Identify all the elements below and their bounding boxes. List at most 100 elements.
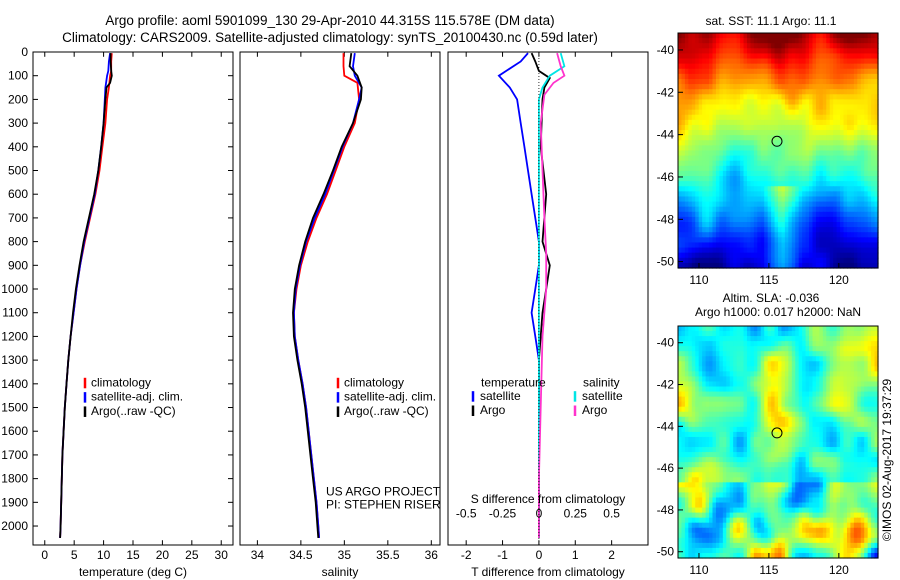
heatmap-cell [846, 462, 852, 468]
heatmap-cell [853, 447, 858, 453]
heatmap-cell [684, 104, 689, 111]
heatmap-cell [764, 386, 769, 393]
heatmap-cell [795, 114, 800, 121]
heatmap-cell [705, 114, 710, 121]
heatmap-cell [809, 68, 814, 75]
heatmap-cell [733, 135, 738, 141]
heatmap-cell [798, 426, 803, 433]
heatmap-cell [805, 176, 810, 182]
heatmap-cell [726, 181, 731, 187]
heatmap-cell [781, 351, 786, 357]
heatmap-cell [819, 326, 824, 332]
heatmap-cell [805, 467, 810, 473]
heatmap-cell [705, 391, 710, 398]
heatmap-cell [833, 326, 838, 332]
heatmap-cell [715, 170, 720, 177]
heatmap-cell [791, 442, 796, 448]
heatmap-cell [695, 43, 700, 49]
heatmap-cell [812, 38, 817, 44]
heatmap-cell [750, 222, 755, 228]
heatmap-cell [729, 124, 734, 131]
heatmap-cell [871, 181, 876, 187]
heatmap-cell [740, 351, 745, 357]
heatmap-cell [750, 442, 755, 448]
heatmap-cell [874, 165, 879, 172]
heatmap-cell [743, 386, 748, 393]
heatmap-cell [843, 227, 848, 233]
heatmap-cell [764, 326, 769, 332]
heatmap-cell [846, 33, 852, 39]
heatmap-cell [722, 206, 727, 213]
heatmap-cell [867, 124, 872, 131]
heatmap-cell [736, 211, 741, 218]
heatmap-cell [750, 457, 755, 463]
heatmap-cell [788, 227, 793, 233]
heatmap-cell [826, 232, 831, 238]
heatmap-cell [681, 135, 686, 141]
heatmap-cell [784, 507, 789, 514]
heatmap-cell [791, 237, 796, 244]
heatmap-cell [709, 391, 714, 398]
heatmap-cell [771, 366, 776, 372]
heatmap-cell [740, 376, 745, 383]
heatmap-cell [819, 222, 824, 228]
heatmap-cell [840, 376, 845, 383]
heatmap-cell [681, 216, 686, 223]
heatmap-cell [822, 341, 827, 347]
heatmap-cell [867, 94, 872, 101]
heatmap-cell [771, 43, 776, 49]
heatmap-cell [809, 124, 814, 131]
heatmap-cell [719, 140, 724, 146]
heatmap-cell [709, 341, 714, 347]
heatmap-cell [836, 346, 841, 352]
heatmap-cell [874, 436, 879, 443]
heatmap-cell [750, 331, 755, 337]
heatmap-cell [778, 191, 783, 198]
heatmap-cell [809, 331, 814, 337]
heatmap-cell [712, 145, 717, 152]
heatmap-cell [843, 176, 848, 182]
heatmap-cell [743, 381, 748, 388]
heatmap-cell [774, 216, 779, 223]
heatmap-cell [743, 104, 748, 111]
heatmap-cell [826, 114, 831, 121]
heatmap-cell [791, 222, 796, 228]
heatmap-cell [705, 331, 710, 337]
heatmap-cell [719, 326, 724, 332]
heatmap-cell [684, 361, 689, 367]
heatmap-cell [815, 78, 820, 85]
heatmap-cell [874, 237, 879, 244]
heatmap-cell [836, 452, 841, 458]
heatmap-cell [874, 411, 879, 418]
heatmap-cell [691, 43, 696, 49]
heatmap-cell [729, 257, 734, 264]
heatmap-cell [722, 196, 727, 203]
heatmap-cell [719, 227, 724, 233]
heatmap-cell [819, 109, 824, 116]
heatmap-cell [784, 502, 789, 509]
heatmap-cell [795, 457, 800, 463]
heatmap-cell [805, 140, 810, 146]
heatmap-cell [812, 201, 817, 208]
heatmap-cell [840, 247, 845, 254]
heatmap-cell [853, 431, 858, 438]
heatmap-cell [829, 33, 834, 39]
heatmap-cell [860, 401, 865, 408]
heatmap-cell [684, 431, 689, 438]
heatmap-cell [698, 381, 703, 388]
heatmap-cell [705, 176, 710, 182]
heatmap-cell [726, 237, 731, 244]
heatmap-cell [864, 467, 869, 473]
heatmap-cell [819, 401, 824, 408]
heatmap-cell [733, 104, 738, 111]
heatmap-cell [833, 366, 838, 372]
heatmap-cell [871, 206, 876, 213]
heatmap-cell [695, 452, 700, 458]
heatmap-cell [757, 341, 762, 347]
heatmap-cell [726, 114, 731, 121]
heatmap-cell [829, 426, 834, 433]
heatmap-cell [722, 442, 727, 448]
heatmap-cell [874, 401, 879, 408]
heatmap-cell [681, 78, 686, 85]
heatmap-cell [809, 361, 814, 367]
